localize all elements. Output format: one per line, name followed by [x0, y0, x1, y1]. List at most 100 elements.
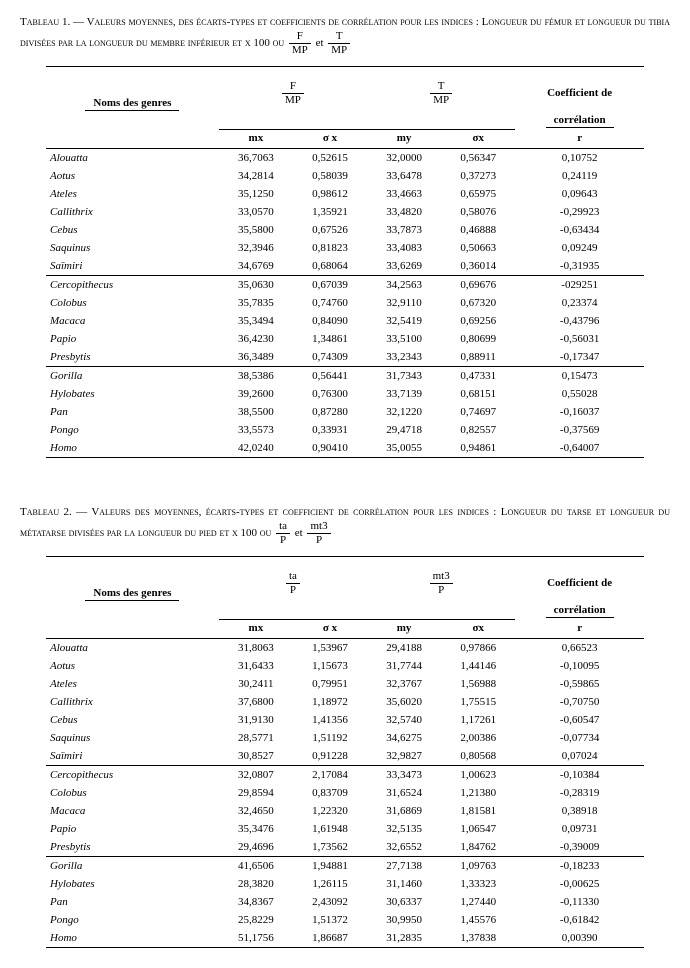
t1-cell-mx: 32,3946	[219, 239, 293, 257]
table-row: Saïmiri30,85270,9122832,98270,805680,070…	[46, 747, 644, 766]
t1-cell-sx: 1,34861	[293, 330, 367, 348]
table-row: Homo42,02400,9041035,00550,94861-0,64007	[46, 439, 644, 458]
t1-cell-my: 33,5100	[367, 330, 441, 348]
tableau1-caption-prefix: Tableau 1. —	[20, 16, 87, 28]
t1-cell-name: Alouatta	[46, 149, 219, 168]
t2-cell-my: 29,4188	[367, 639, 441, 658]
t1-cell-name: Hylobates	[46, 385, 219, 403]
t2-cell-sy: 1,37838	[441, 929, 515, 948]
t2-cell-sx: 1,26115	[293, 875, 367, 893]
t2-cell-r: -0,10384	[515, 766, 644, 785]
t1-cell-my: 32,9110	[367, 294, 441, 312]
t2-sub-sx: σ x	[293, 620, 367, 639]
tableau2-caption: Tableau 2. — Valeurs des moyennes, écart…	[20, 504, 670, 546]
t2-cell-mx: 29,4696	[219, 838, 293, 857]
t1-cell-mx: 36,3489	[219, 348, 293, 367]
t2-cell-my: 33,3473	[367, 766, 441, 785]
table-row: Aotus34,28140,5803933,64780,372730,24119	[46, 167, 644, 185]
t1-cell-sx: 0,90410	[293, 439, 367, 458]
t2-head-coef1: Coefficient de	[515, 565, 644, 598]
t1-cell-sy: 0,56347	[441, 149, 515, 168]
t1-cell-sy: 0,36014	[441, 257, 515, 276]
t2-cell-name: Papio	[46, 820, 219, 838]
tableau2-caption-prefix: Tableau 2. —	[20, 506, 91, 518]
t2-cell-sy: 1,75515	[441, 693, 515, 711]
t1-cell-r: -0,64007	[515, 439, 644, 458]
t1-cell-sy: 0,80699	[441, 330, 515, 348]
t2-cell-my: 31,6869	[367, 802, 441, 820]
t1-cell-sy: 0,37273	[441, 167, 515, 185]
t1-cell-mx: 35,5800	[219, 221, 293, 239]
t1-cell-sy: 0,67320	[441, 294, 515, 312]
t2-cell-sx: 1,61948	[293, 820, 367, 838]
t2-cell-name: Callithrix	[46, 693, 219, 711]
t2-cell-sy: 1,09763	[441, 857, 515, 876]
t1-cell-r: -0,16037	[515, 403, 644, 421]
t2-cell-sx: 1,18972	[293, 693, 367, 711]
t1-cell-mx: 35,3494	[219, 312, 293, 330]
t2-cell-mx: 51,1756	[219, 929, 293, 948]
t2-cell-sy: 2,00386	[441, 729, 515, 747]
t2-cell-sx: 1,94881	[293, 857, 367, 876]
t1-head-coef1: Coefficient de	[515, 75, 644, 108]
t1-sub-sy: σx	[441, 130, 515, 149]
t1-cell-sy: 0,82557	[441, 421, 515, 439]
t2-cell-r: -0,07734	[515, 729, 644, 747]
t1-sub-sx: σ x	[293, 130, 367, 149]
t2-cell-r: -0,39009	[515, 838, 644, 857]
t1-sub-mx: mx	[219, 130, 293, 149]
tableau1-frac2: T MP	[328, 31, 350, 56]
t2-sub-r: r	[515, 620, 644, 639]
t2-cell-r: 0,38918	[515, 802, 644, 820]
t2-cell-my: 30,9950	[367, 911, 441, 929]
t1-cell-my: 33,7873	[367, 221, 441, 239]
t1-cell-my: 33,7139	[367, 385, 441, 403]
t2-cell-name: Ateles	[46, 675, 219, 693]
tableau1-table: Noms des genres F MP T MP Coefficient de…	[46, 66, 644, 465]
t1-cell-mx: 38,5500	[219, 403, 293, 421]
table-row: Papio36,42301,3486133,51000,80699-0,5603…	[46, 330, 644, 348]
t1-cell-sy: 0,88911	[441, 348, 515, 367]
tableau1-et: et	[316, 37, 324, 49]
t2-cell-name: Homo	[46, 929, 219, 948]
t1-cell-r: 0,24119	[515, 167, 644, 185]
t1-cell-name: Pongo	[46, 421, 219, 439]
t1-cell-name: Homo	[46, 439, 219, 458]
t2-cell-my: 32,9827	[367, 747, 441, 766]
table-row: Colobus29,85940,8370931,65241,21380-0,28…	[46, 784, 644, 802]
t2-cell-r: -0,10095	[515, 657, 644, 675]
t1-cell-my: 31,7343	[367, 367, 441, 386]
t2-cell-r: -0,61842	[515, 911, 644, 929]
t2-cell-my: 31,1460	[367, 875, 441, 893]
t2-cell-sx: 1,86687	[293, 929, 367, 948]
t2-cell-mx: 25,8229	[219, 911, 293, 929]
t2-cell-sy: 0,80568	[441, 747, 515, 766]
t2-cell-sy: 1,44146	[441, 657, 515, 675]
t1-cell-my: 33,4820	[367, 203, 441, 221]
tableau2-frac2: mt3 P	[307, 521, 330, 546]
t1-cell-r: 0,10752	[515, 149, 644, 168]
table-row: Saquinus32,39460,8182333,40830,506630,09…	[46, 239, 644, 257]
t2-cell-name: Cebus	[46, 711, 219, 729]
t2-cell-sx: 0,91228	[293, 747, 367, 766]
t1-cell-sx: 0,52615	[293, 149, 367, 168]
t1-cell-sy: 0,74697	[441, 403, 515, 421]
t2-cell-my: 32,5135	[367, 820, 441, 838]
t1-cell-r: -0,29923	[515, 203, 644, 221]
t2-cell-sx: 1,15673	[293, 657, 367, 675]
t2-cell-mx: 31,6433	[219, 657, 293, 675]
t2-cell-sy: 1,84762	[441, 838, 515, 857]
t2-cell-sx: 0,79951	[293, 675, 367, 693]
t2-cell-sx: 2,17084	[293, 766, 367, 785]
t2-cell-name: Gorilla	[46, 857, 219, 876]
t2-head-noms: Noms des genres	[85, 587, 179, 601]
t1-cell-name: Aotus	[46, 167, 219, 185]
t1-cell-my: 33,6478	[367, 167, 441, 185]
t1-sub-r: r	[515, 130, 644, 149]
t1-cell-sx: 0,98612	[293, 185, 367, 203]
t2-cell-sx: 1,51372	[293, 911, 367, 929]
t1-cell-name: Papio	[46, 330, 219, 348]
t1-cell-my: 33,2343	[367, 348, 441, 367]
table-row: Callithrix37,68001,1897235,60201,75515-0…	[46, 693, 644, 711]
t2-cell-sy: 1,45576	[441, 911, 515, 929]
